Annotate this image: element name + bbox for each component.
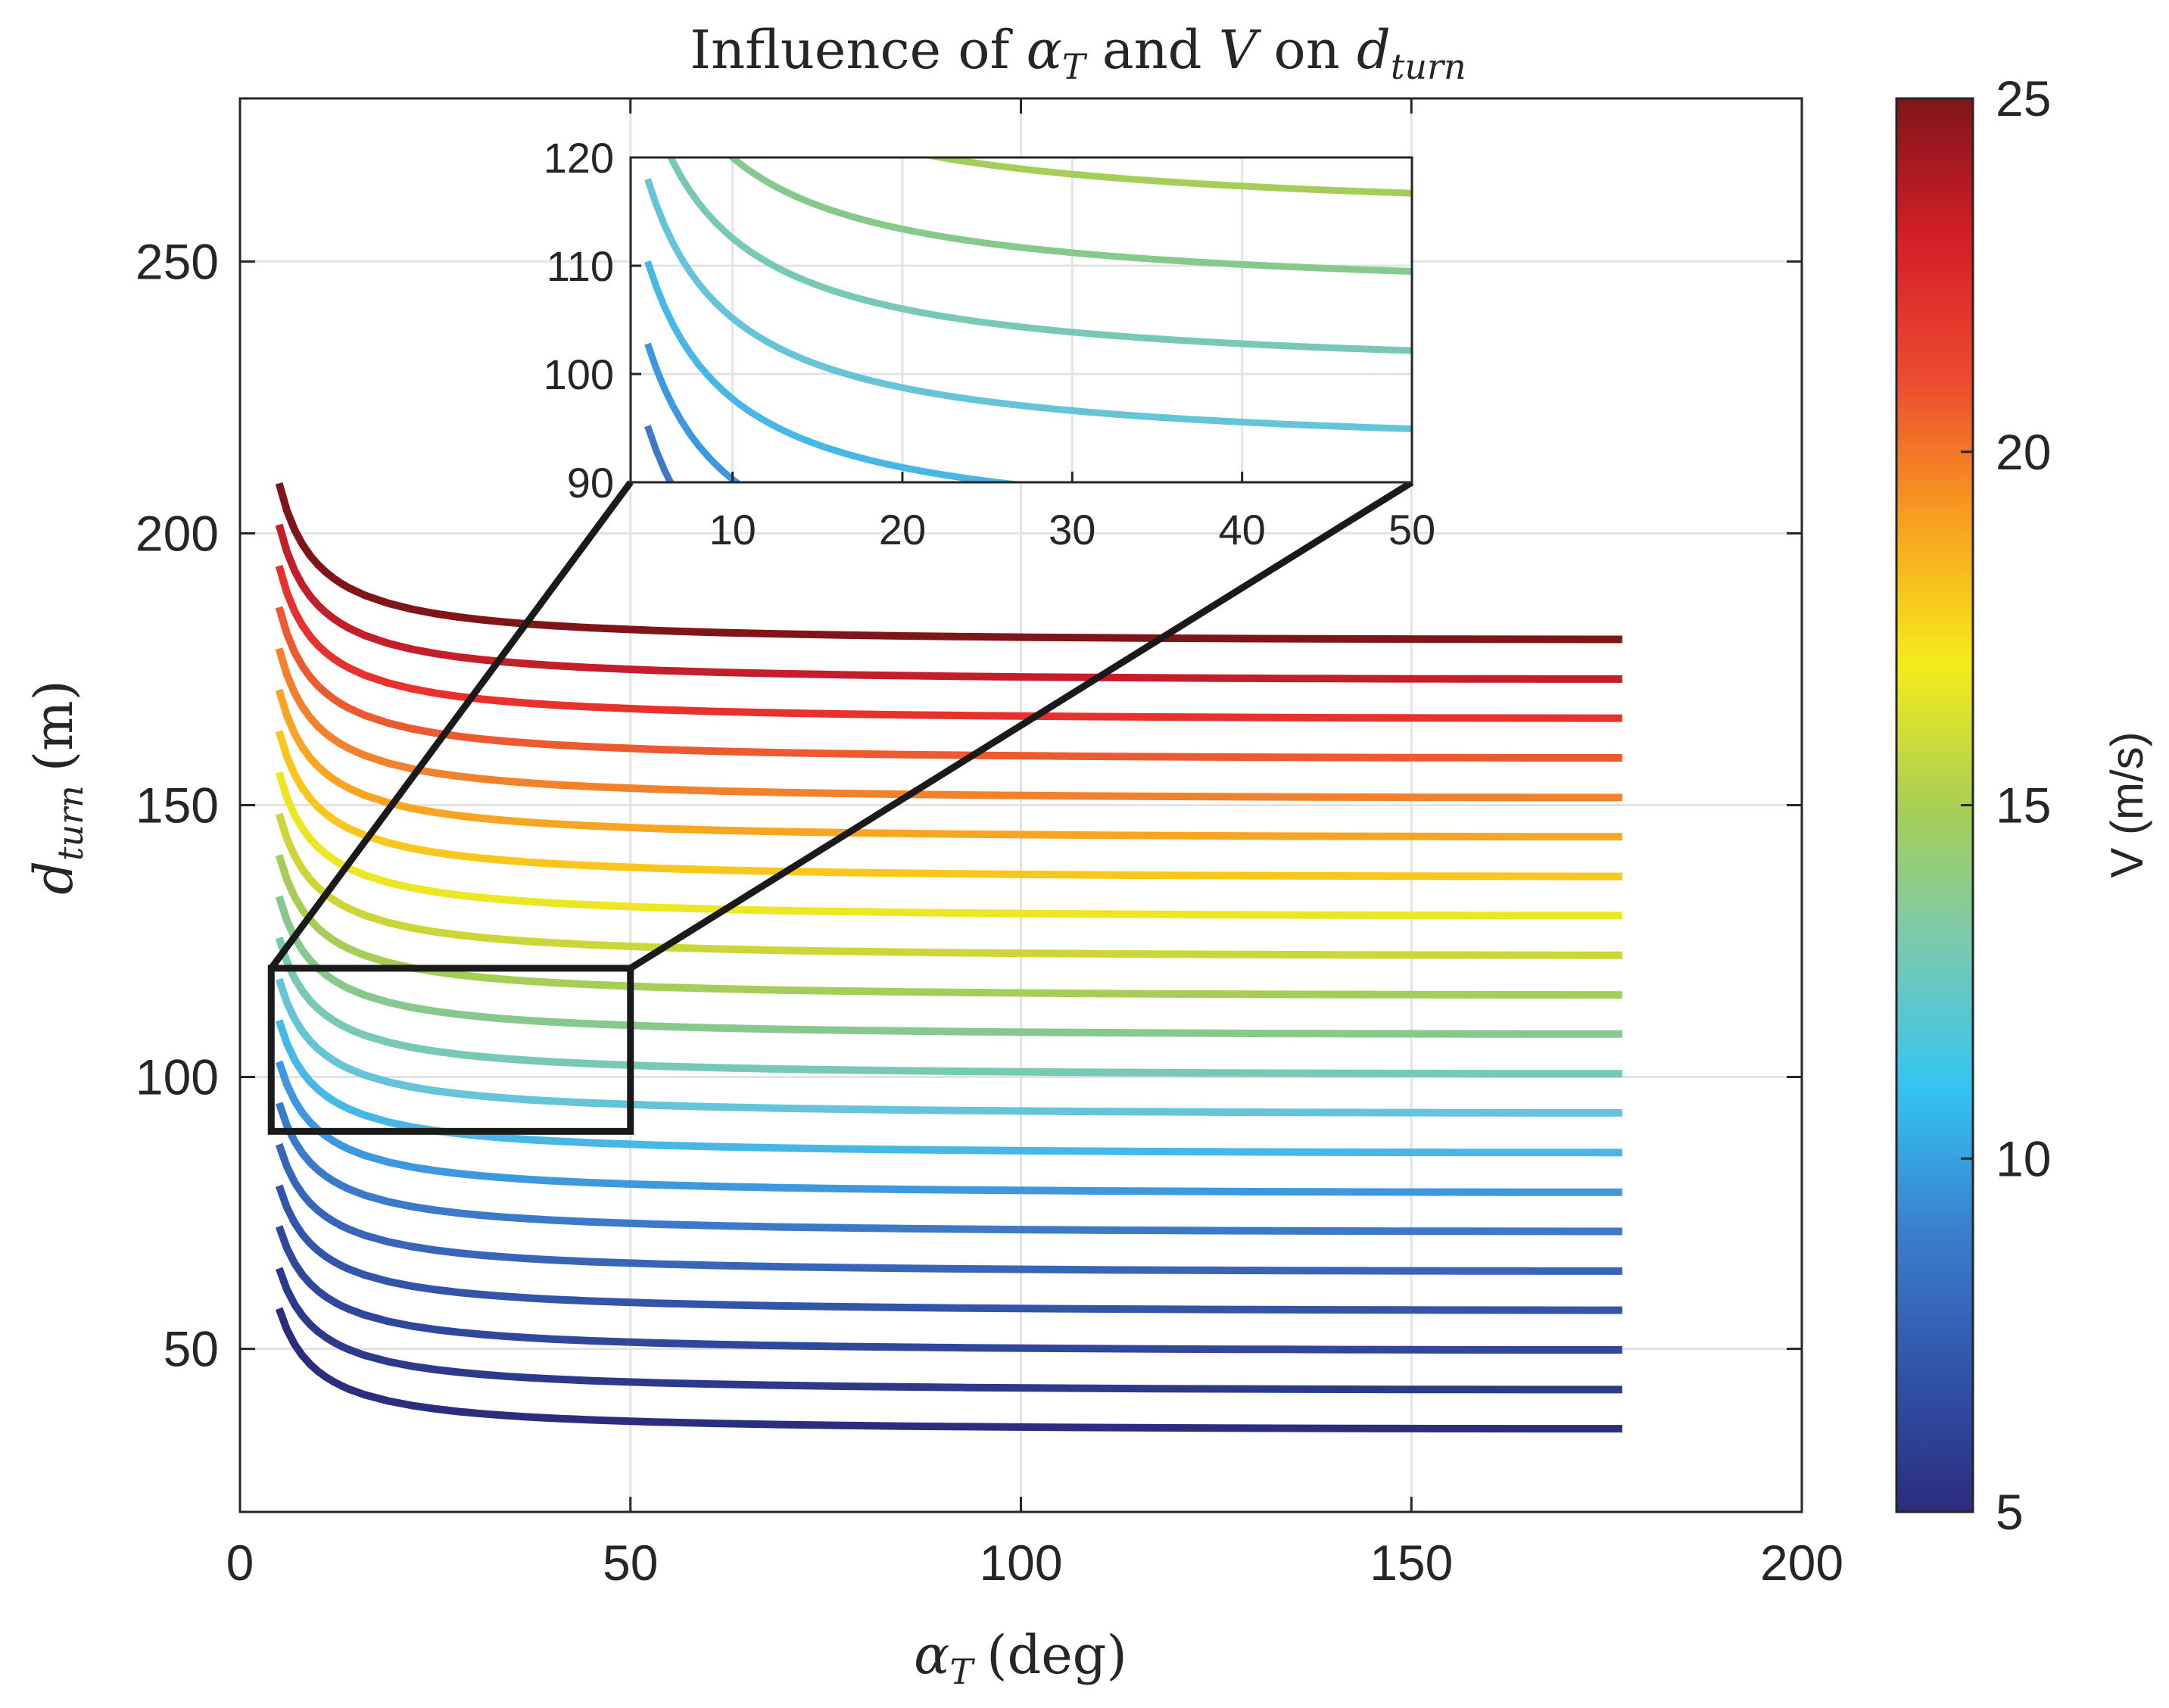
zoom-connector-left [268,480,634,971]
inset-y-tick-label: 120 [544,134,614,182]
main-series [275,482,1622,1433]
series-line-v8 [275,1184,1622,1314]
inset-y-tick-label: 90 [567,459,614,506]
colorbar-gradient [1895,97,1974,1513]
series-line-v14 [275,937,1622,1078]
x-tick-label: 0 [226,1535,254,1591]
inset-x-ticks: 10 20 30 40 50 [709,472,1435,553]
colorbar-tick-label: 20 [1996,424,2051,480]
inset-series-line-v15 [727,157,1412,276]
series-line-v16 [275,854,1622,999]
inset-series-line-v13 [644,178,1412,433]
inset-x-tick-label: 30 [1049,506,1095,553]
series-line-v20 [275,688,1622,841]
colorbar-tick-label: 15 [1996,778,2051,834]
y-axis-ticks: 50 100 150 200 250 [136,233,1802,1377]
inset-frame [629,156,1413,484]
series-line-v5 [275,1307,1622,1433]
inset-x-tick-label: 20 [879,506,926,553]
y-tick-label: 250 [136,233,219,289]
x-axis-label: αT (deg) [914,1624,1127,1692]
inset-y-ticks: 90 100 110 120 [544,134,641,506]
x-axis-ticks: 0 50 100 150 200 [226,98,1843,1591]
series-line-v25 [275,482,1622,644]
series-line-v19 [275,730,1622,880]
y-tick-label: 50 [164,1321,219,1377]
colorbar-tick-label: 5 [1996,1484,2024,1540]
inset-series-line-v14 [667,157,1412,354]
inset-x-tick-label: 40 [1219,506,1266,553]
series-line-v22 [275,606,1622,762]
inset-y-tick-label: 100 [544,351,614,398]
x-tick-label: 50 [603,1535,658,1591]
series-line-v15 [275,895,1622,1038]
inset-series-line-v12 [644,260,1027,482]
zoom-box [267,965,634,1135]
series-line-v18 [275,771,1622,920]
colorbar-label: V (m/s) [2102,731,2152,877]
series-line-v13 [275,977,1622,1117]
series-line-v12 [275,1019,1622,1157]
y-tick-label: 200 [136,505,219,561]
series-line-v21 [275,647,1622,802]
colorbar-tick-label: 25 [1996,70,2051,126]
chart-title: Influence of αT and V on dturn [690,19,1466,87]
y-axis-label: dturn(m) [23,680,91,895]
zoom-connectors [268,479,1414,971]
x-tick-label: 200 [1760,1535,1843,1591]
colorbar: 5 10 15 20 25 V (m/s) [1895,70,2152,1540]
inset-series-line-v16 [921,157,1412,197]
inset-x-tick-label: 10 [709,506,756,553]
inset-series [644,157,1412,482]
series-line-v7 [275,1225,1622,1354]
colorbar-ticks: 5 10 15 20 25 [1961,70,2051,1540]
zoom-connector-right [628,479,1414,971]
inset-y-tick-label: 110 [547,242,614,290]
x-tick-label: 150 [1370,1535,1453,1591]
series-line-v23 [275,565,1622,722]
series-line-v9 [275,1142,1622,1275]
series-line-v11 [275,1060,1622,1196]
inset-plot-area [631,157,1412,482]
series-line-v10 [275,1102,1622,1236]
y-tick-label: 150 [136,778,219,834]
inset-x-tick-label: 50 [1388,506,1435,553]
series-line-v24 [275,523,1622,683]
colorbar-tick-label: 10 [1996,1130,2051,1186]
y-tick-label: 100 [136,1049,219,1105]
x-tick-label: 100 [979,1535,1062,1591]
inset-axes: 10 20 30 40 50 90 100 110 120 [544,134,1436,553]
series-line-v6 [275,1267,1622,1394]
